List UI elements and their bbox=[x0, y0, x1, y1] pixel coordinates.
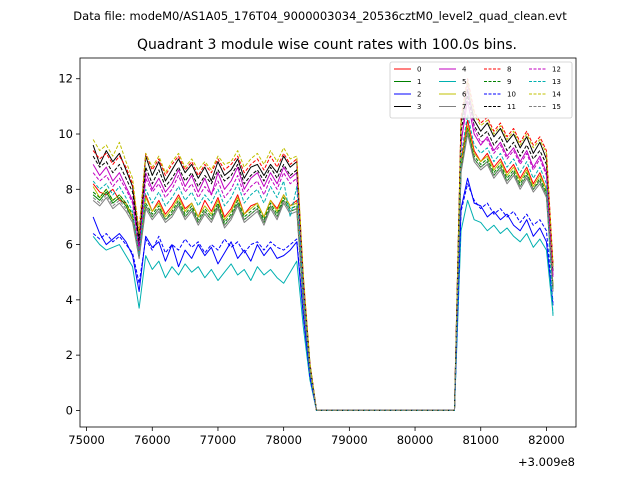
x-tick-label: 81000 bbox=[462, 433, 499, 447]
series-line-5 bbox=[92, 199, 554, 411]
x-offset-label: +3.009e8 bbox=[518, 455, 575, 469]
x-tick-label: 77000 bbox=[200, 433, 237, 447]
legend-label-5: 5 bbox=[462, 78, 466, 86]
legend-label-15: 15 bbox=[552, 103, 561, 111]
y-tick-label: 6 bbox=[66, 238, 73, 252]
legend-label-6: 6 bbox=[462, 91, 467, 99]
series-line-4 bbox=[92, 100, 554, 411]
legend-label-4: 4 bbox=[462, 66, 467, 74]
x-tick-label: 75000 bbox=[68, 433, 105, 447]
legend-label-12: 12 bbox=[552, 66, 561, 74]
series-line-14 bbox=[92, 80, 554, 411]
series-line-2 bbox=[92, 177, 554, 411]
series-line-12 bbox=[92, 83, 554, 411]
series-line-13 bbox=[92, 114, 554, 411]
legend-label-1: 1 bbox=[417, 78, 421, 86]
y-tick-label: 2 bbox=[66, 348, 73, 362]
legend-label-14: 14 bbox=[552, 91, 561, 99]
series-line-8 bbox=[92, 78, 554, 411]
y-tick-label: 8 bbox=[66, 182, 73, 196]
legend-label-13: 13 bbox=[552, 78, 561, 86]
legend-label-9: 9 bbox=[507, 78, 511, 86]
legend-label-3: 3 bbox=[417, 103, 421, 111]
chart-title: Quadrant 3 module wise count rates with … bbox=[137, 37, 517, 53]
series-line-11 bbox=[92, 94, 554, 411]
legend-box bbox=[389, 61, 573, 119]
x-tick-label: 79000 bbox=[331, 433, 368, 447]
legend-label-11: 11 bbox=[507, 103, 516, 111]
legend-label-0: 0 bbox=[417, 66, 421, 74]
series-line-15 bbox=[92, 130, 554, 411]
y-tick-label: 10 bbox=[58, 127, 73, 141]
y-tick-label: 4 bbox=[66, 293, 73, 307]
series-line-10 bbox=[92, 183, 554, 411]
series-lines bbox=[92, 78, 554, 411]
x-tick-label: 82000 bbox=[528, 433, 565, 447]
y-axis: 0 2 4 6 8 10 12 bbox=[58, 72, 80, 417]
y-tick-label: 0 bbox=[66, 403, 73, 417]
legend-label-2: 2 bbox=[417, 91, 421, 99]
series-line-3 bbox=[92, 89, 554, 411]
x-tick-label: 78000 bbox=[265, 433, 302, 447]
plot-background bbox=[80, 58, 576, 427]
x-axis: 75000 76000 77000 78000 79000 80000 81000 82000 bbox=[68, 427, 565, 447]
x-tick-label: 80000 bbox=[397, 433, 434, 447]
legend-label-8: 8 bbox=[507, 66, 511, 74]
legend-label-10: 10 bbox=[507, 91, 516, 99]
x-tick-label: 76000 bbox=[134, 433, 171, 447]
series-line-6 bbox=[92, 125, 554, 411]
legend-label-7: 7 bbox=[462, 103, 466, 111]
plot-frame bbox=[79, 57, 577, 428]
y-tick-label: 12 bbox=[58, 72, 73, 86]
series-line-7 bbox=[92, 133, 554, 411]
chart-suptitle: Data file: modeM0/AS1A05_176T04_90000030… bbox=[73, 9, 567, 23]
series-line-9 bbox=[92, 127, 554, 411]
